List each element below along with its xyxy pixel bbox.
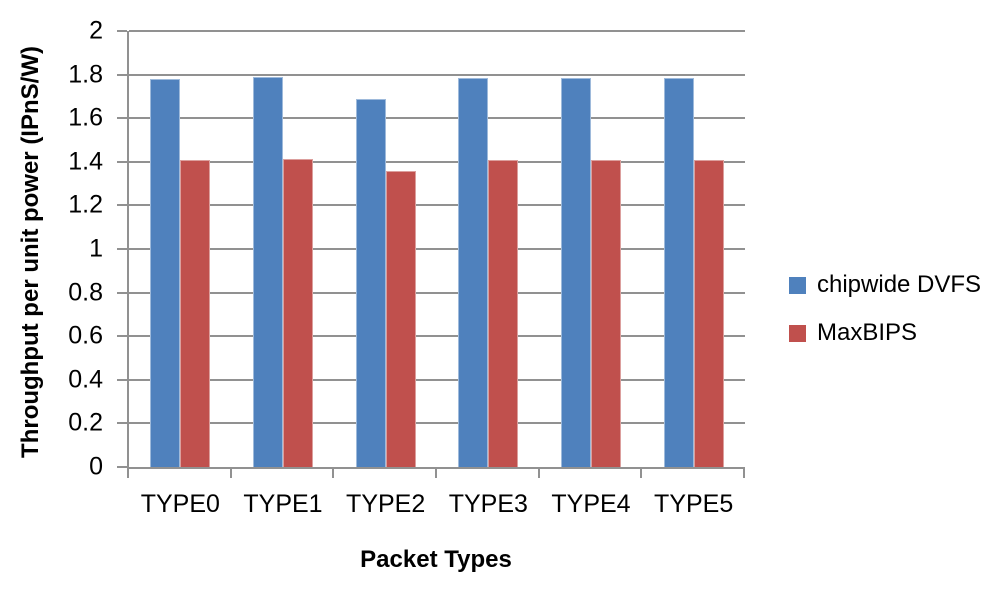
bar-chipwide-dvfs-type1 — [253, 76, 283, 467]
y-tick-label: 0 — [89, 452, 103, 481]
gridline — [129, 378, 745, 381]
gridline — [129, 248, 745, 250]
x-category-label: TYPE5 — [654, 490, 734, 518]
bar-maxbips-type2 — [385, 170, 416, 467]
bar-maxbips-type5 — [693, 159, 724, 467]
gridline — [129, 204, 745, 207]
x-category-label: TYPE3 — [448, 490, 528, 518]
legend-item: chipwide DVFS — [789, 270, 981, 300]
gridline — [129, 73, 745, 76]
y-tick-label: 1.8 — [68, 60, 103, 89]
gridline — [129, 422, 745, 425]
y-tick-mark — [117, 160, 127, 163]
bar-chipwide-dvfs-type4 — [561, 77, 591, 467]
gridline — [129, 30, 745, 33]
bar-chipwide-dvfs-type3 — [458, 77, 489, 467]
y-tick-label: 0.4 — [68, 365, 103, 394]
x-axis-title: Packet Types — [360, 546, 512, 573]
y-tick-mark — [117, 378, 127, 381]
y-tick-mark — [117, 73, 127, 76]
x-tick-mark — [332, 469, 335, 478]
y-tick-label: 1 — [89, 234, 103, 263]
bar-chipwide-dvfs-type5 — [663, 77, 694, 467]
y-tick-label: 0.6 — [68, 321, 103, 350]
y-tick-label: 1.2 — [68, 190, 103, 219]
bar-maxbips-type3 — [488, 159, 519, 467]
x-tick-mark — [640, 469, 643, 478]
y-tick-label: 1.6 — [68, 103, 103, 132]
gridline — [129, 117, 745, 120]
y-tick-mark — [117, 117, 127, 120]
y-tick-mark — [117, 335, 127, 338]
legend: chipwide DVFS MaxBIPS — [789, 270, 981, 366]
x-tick-mark — [127, 469, 129, 478]
x-tick-mark — [743, 469, 745, 478]
gridline — [129, 291, 745, 294]
bar-chipwide-dvfs-type0 — [150, 78, 181, 467]
y-tick-mark — [117, 422, 127, 425]
legend-label: chipwide DVFS — [817, 271, 982, 298]
x-tick-mark — [537, 469, 540, 478]
y-tick-mark — [117, 248, 127, 250]
plot-area — [127, 30, 745, 469]
x-category-label: TYPE4 — [551, 490, 631, 518]
legend-swatch-chipwide-dvfs — [789, 276, 806, 294]
bar-chipwide-dvfs-type2 — [355, 98, 386, 467]
bar-maxbips-type1 — [283, 158, 313, 467]
x-category-label: TYPE0 — [140, 490, 220, 518]
gridline — [129, 160, 745, 163]
gridline — [129, 335, 745, 338]
y-tick-label: 1.4 — [68, 147, 103, 176]
y-tick-label: 2 — [89, 16, 103, 45]
y-tick-mark — [117, 291, 127, 294]
x-tick-mark — [435, 469, 437, 478]
y-tick-mark — [117, 204, 127, 207]
y-tick-mark — [117, 30, 127, 32]
bar-maxbips-type0 — [180, 159, 211, 467]
y-tick-label: 0.8 — [68, 278, 103, 307]
y-tick-label: 0.2 — [68, 408, 103, 437]
legend-item: MaxBIPS — [789, 318, 981, 348]
y-tick-mark — [117, 466, 127, 468]
bar-maxbips-type4 — [591, 159, 621, 467]
legend-label: MaxBIPS — [817, 319, 918, 346]
x-category-label: TYPE2 — [346, 490, 426, 518]
x-category-label: TYPE1 — [243, 490, 323, 518]
legend-swatch-maxbips — [789, 324, 806, 342]
x-tick-mark — [229, 469, 232, 478]
